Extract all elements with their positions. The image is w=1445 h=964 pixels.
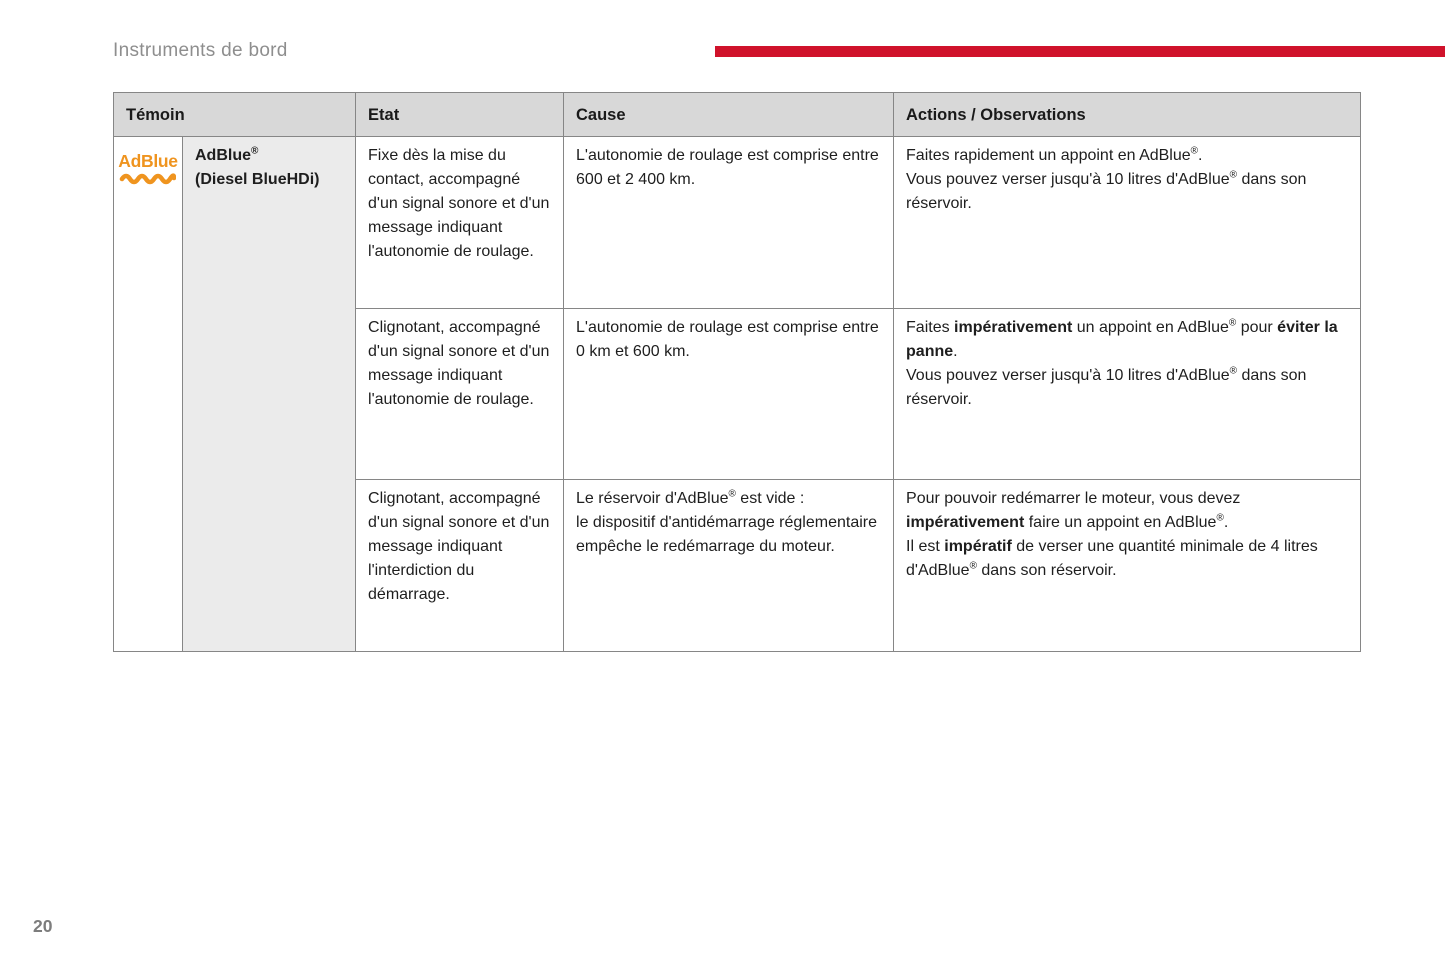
- table-row: Clignotant, accompagné d'un signal sonor…: [114, 479, 1362, 652]
- actions-cell-row3: Pour pouvoir redémarrer le moteur, vous …: [893, 479, 1362, 652]
- table-row: Clignotant, accompagné d'un signal sonor…: [114, 308, 1362, 480]
- etat-cell-row1: Fixe dès la mise du contact, accompagné …: [355, 136, 565, 309]
- red-accent-bar: [715, 46, 1445, 57]
- column-header-cause: Cause: [563, 92, 895, 137]
- column-header-actions: Actions / Observations: [893, 92, 1362, 137]
- etat-cell-row3: Clignotant, accompagné d'un signal sonor…: [355, 479, 565, 652]
- actions-cell-row1: Faites rapidement un appoint en AdBlue®.…: [893, 136, 1362, 309]
- cause-cell-row1: L'autonomie de roulage est comprise entr…: [563, 136, 895, 309]
- page-title: Instruments de bord: [113, 40, 288, 61]
- table-row: AdBlue AdBlue® (Diesel BlueHDi) Fixe dès …: [113, 136, 1362, 652]
- actions-cell-row2: Faites impérativement un appoint en AdBl…: [893, 308, 1362, 480]
- adblue-icon-text: AdBlue: [118, 151, 178, 171]
- temoin-name-cell: AdBlue® (Diesel BlueHDi): [181, 136, 357, 652]
- etat-cell-row2: Clignotant, accompagné d'un signal sonor…: [355, 308, 565, 480]
- warning-indicators-table: Témoin Etat Cause Actions / Observations…: [112, 92, 1362, 652]
- adblue-wave-icon: [120, 172, 177, 184]
- adblue-icon: AdBlue: [118, 151, 178, 185]
- cause-cell-row2: L'autonomie de roulage est comprise entr…: [563, 308, 895, 480]
- page-number: 20: [33, 916, 53, 936]
- temoin-icon-cell: AdBlue: [113, 136, 183, 652]
- column-header-temoin: Témoin: [112, 92, 357, 137]
- table-header-row: Témoin Etat Cause Actions / Observations: [112, 92, 1362, 137]
- cause-cell-row3: Le réservoir d'AdBlue® est vide : le disp…: [563, 479, 895, 652]
- column-header-etat: Etat: [355, 92, 565, 137]
